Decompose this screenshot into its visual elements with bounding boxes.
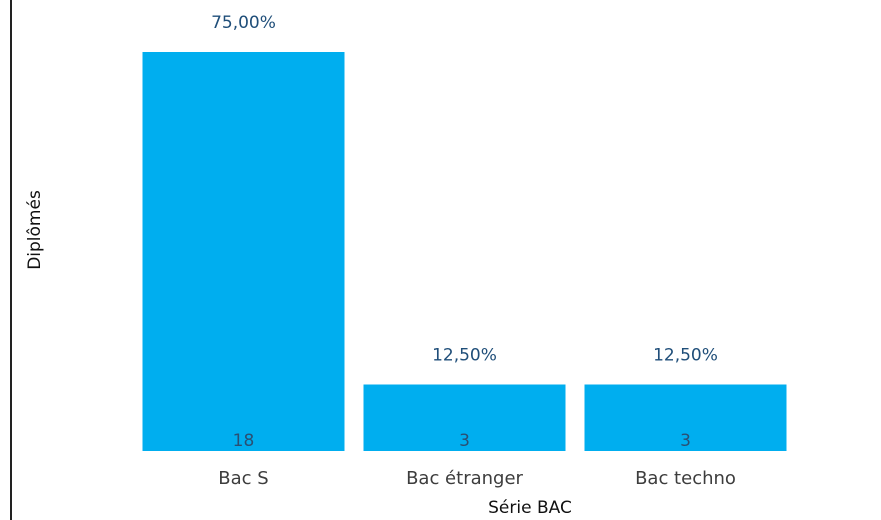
bar-1 [363,384,566,451]
x-tick-label-1: Bac étranger [406,468,523,489]
bar-0 [142,52,345,451]
bar-2 [584,384,787,451]
bar-percent-label-1: 12,50% [432,346,497,366]
labels-layer: 18 75,00% Bac S 3 12,50% Bac étranger 3 12,50% B… [211,13,736,489]
y-axis-title: Diplômés [25,190,45,270]
x-axis-title: Série BAC [488,498,572,518]
bar-value-label-0: 18 [233,431,255,451]
bar-value-label-1: 3 [459,431,470,451]
x-tick-label-0: Bac S [218,468,268,489]
bar-percent-label-2: 12,50% [653,346,718,366]
bar-value-label-2: 3 [680,431,691,451]
x-tick-label-2: Bac techno [635,468,736,489]
bars-layer [142,52,787,451]
bar-percent-label-0: 75,00% [211,13,276,33]
